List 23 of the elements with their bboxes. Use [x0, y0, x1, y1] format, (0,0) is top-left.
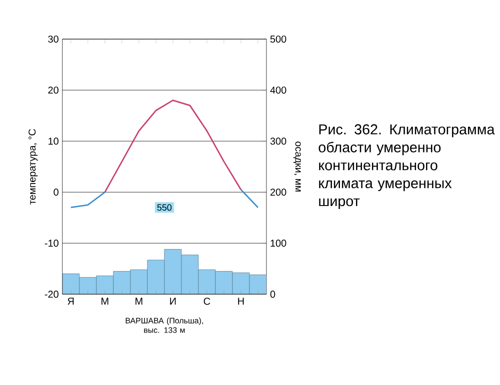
y2-tick-label: 300: [270, 138, 286, 145]
line-series: [104, 100, 242, 193]
y-tick-label: 10: [48, 138, 58, 145]
y-tick-label: 30: [48, 36, 58, 43]
x-tick-label: М: [136, 298, 142, 305]
y2-tick-label: 100: [270, 240, 286, 247]
y-axis-title: температура, °С: [28, 129, 38, 205]
x-tick-label: М: [102, 298, 108, 305]
y2-tick-label: 400: [270, 86, 286, 94]
y-tick-label: -10: [44, 240, 58, 247]
x-tick-label: И: [170, 298, 176, 305]
x-tick-label: Я: [68, 298, 74, 305]
y-tick-label: 20: [48, 86, 58, 94]
x-tick-label: Н: [238, 298, 244, 305]
y2-tick-label: 500: [270, 36, 286, 43]
x-tick-label: С: [204, 298, 210, 305]
text: Рис. 362. Климатограмма области умеренно континентального климата умеренных широт: [318, 124, 495, 210]
y2-tick-label: 0: [270, 290, 276, 298]
y2-tick-label: 200: [270, 188, 286, 196]
y2-axis-title: осадки, мм: [293, 142, 301, 192]
y-tick-label: 0: [54, 188, 58, 196]
y-tick-label: -20: [44, 290, 58, 298]
annotation: 550: [157, 204, 172, 211]
